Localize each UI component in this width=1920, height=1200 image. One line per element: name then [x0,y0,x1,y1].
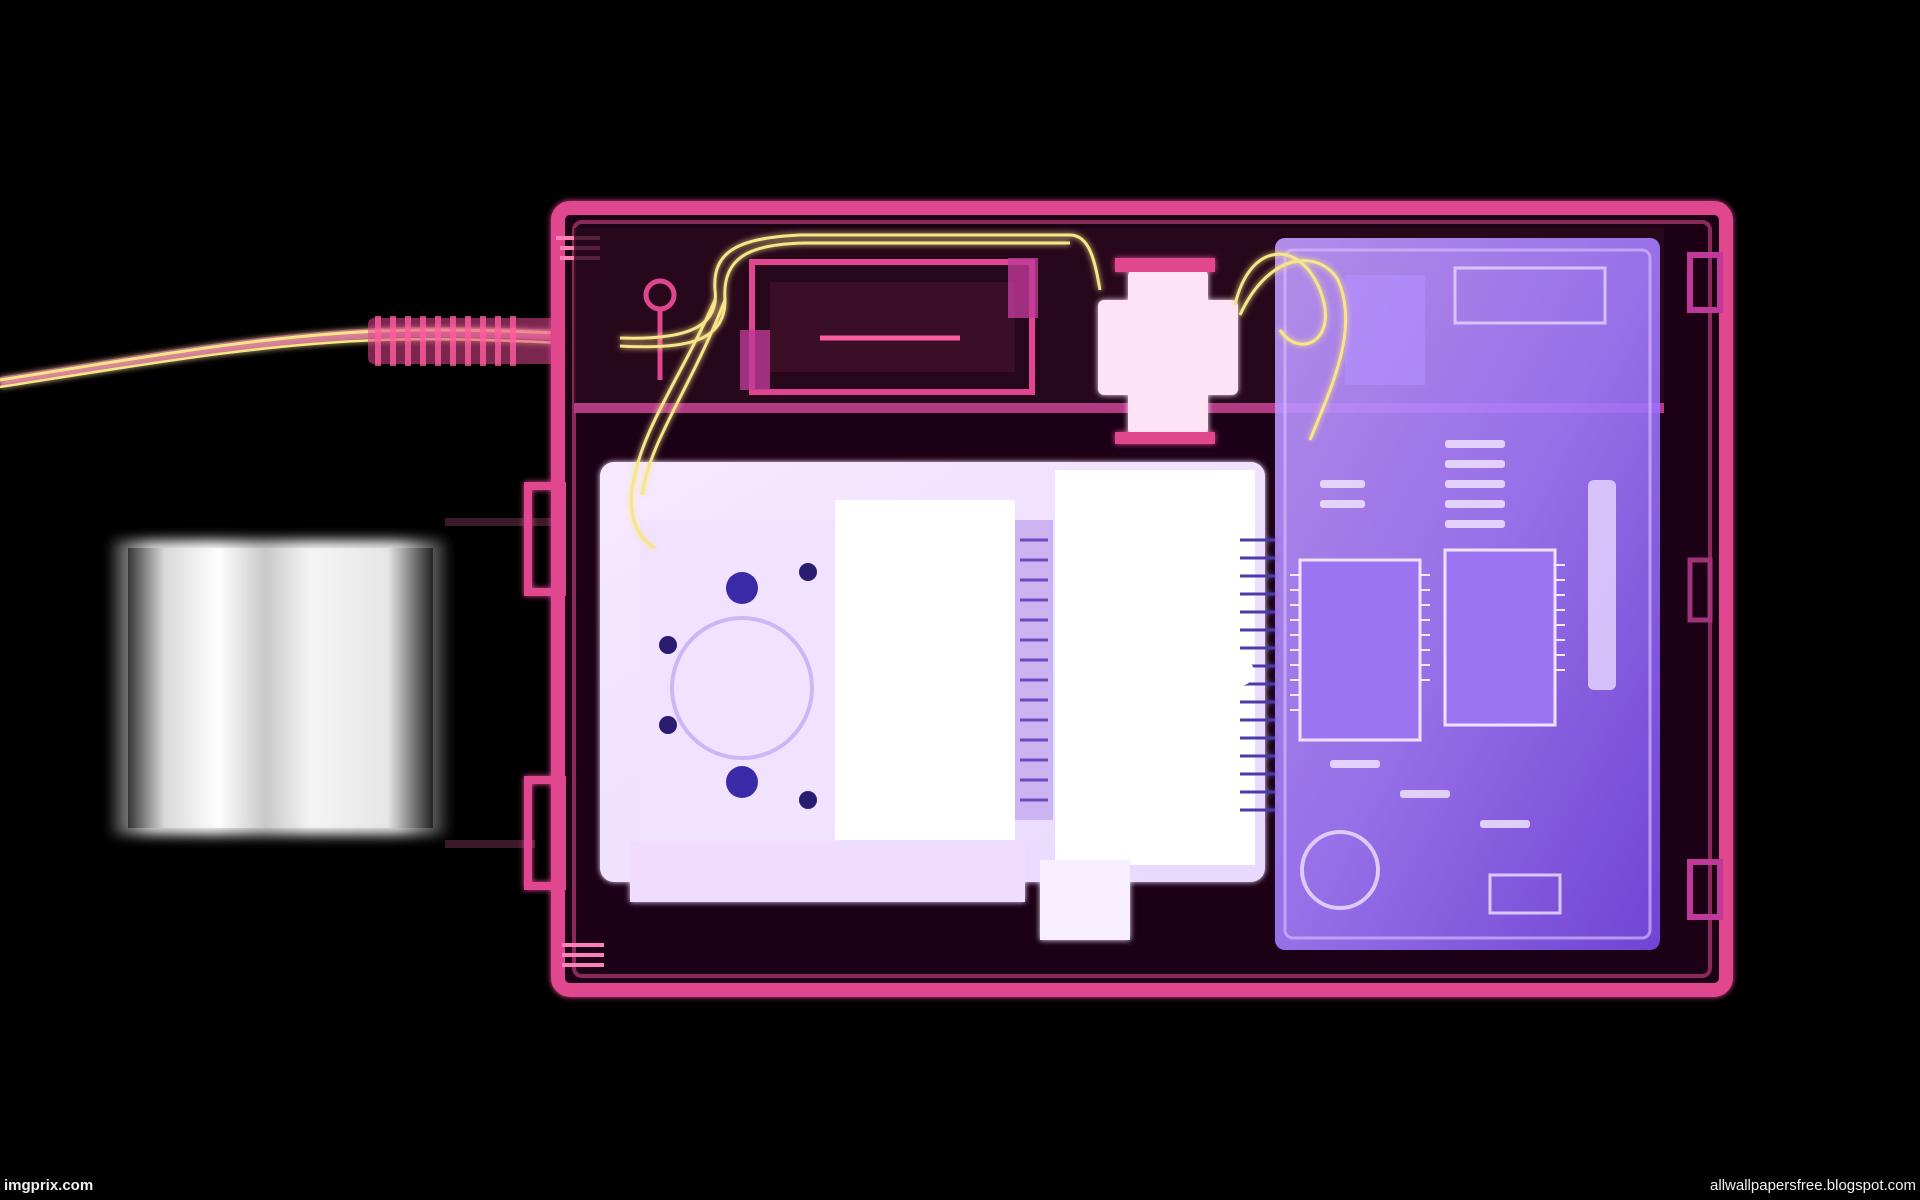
cylinder-object [112,518,555,848]
watermark-right: allwallpapersfree.blogspot.com [1710,1177,1916,1194]
circuit-board [1275,238,1660,950]
tape-mechanism [600,462,1275,940]
internal-wires [619,233,1348,550]
watermark-left: imgprix.com [4,1177,94,1194]
strain-relief [368,316,558,366]
microphone-block [1098,258,1238,444]
